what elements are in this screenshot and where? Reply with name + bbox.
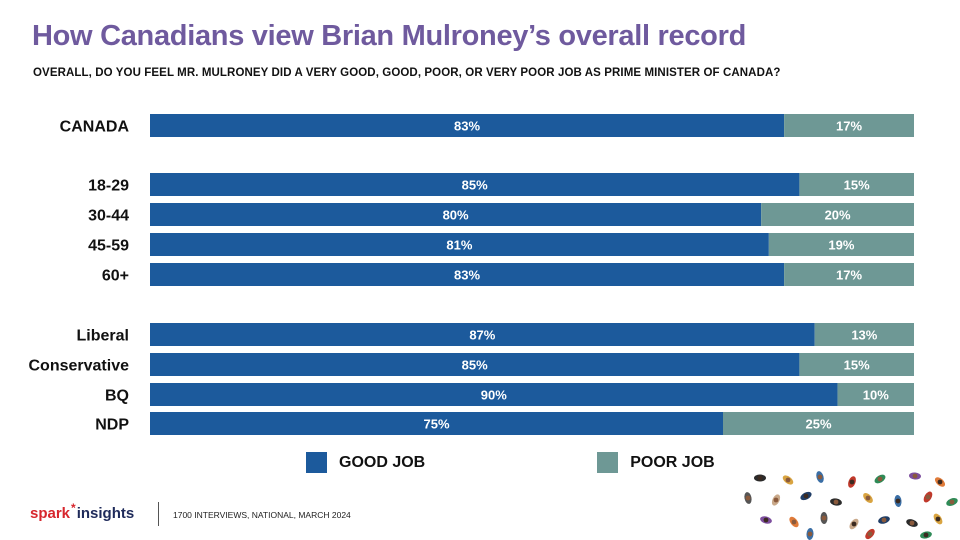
bar-data-label: 15%: [844, 178, 870, 193]
category-label: Conservative: [29, 358, 130, 375]
bar-data-label: 10%: [863, 388, 889, 403]
crowd-person-icon: [863, 493, 873, 503]
bar-data-label: 25%: [805, 417, 831, 432]
crowd-person-icon: [806, 528, 814, 540]
bar-poor-job: [723, 412, 914, 435]
crowd-person-icon: [946, 498, 958, 506]
crowd-person-icon: [848, 476, 856, 488]
bar-poor-job: [837, 383, 914, 406]
logo-star-icon: *: [71, 500, 76, 515]
bar-good-job: [150, 383, 838, 406]
methodology-note: 1700 INTERVIEWS, NATIONAL, MARCH 2024: [173, 510, 351, 520]
crowd-person-icon: [874, 474, 886, 484]
bar-poor-job: [784, 263, 914, 286]
bar-good-job: [150, 114, 785, 137]
category-label: NDP: [95, 417, 129, 434]
category-label: BQ: [105, 388, 129, 405]
bar-good-job: [150, 412, 723, 435]
crowd-person-icon: [920, 531, 932, 539]
crowd-person-icon: [894, 495, 902, 507]
chart-subtitle: OVERALL, DO YOU FEEL MR. MULRONEY DID A …: [33, 67, 781, 79]
bar-data-label: 20%: [825, 208, 851, 223]
chart-title: How Canadians view Brian Mulroney’s over…: [32, 20, 746, 52]
crowd-person-icon: [754, 474, 766, 482]
crowd-person-icon: [906, 519, 918, 527]
bar-data-label: 90%: [481, 388, 507, 403]
legend-item-good: GOOD JOB: [306, 452, 425, 473]
category-label: 18-29: [88, 178, 129, 195]
legend-label-good: GOOD JOB: [339, 453, 426, 471]
bar-poor-job: [784, 114, 914, 137]
bar-poor-job: [761, 203, 914, 226]
crowd-person-icon: [820, 512, 828, 524]
crowd-person-icon: [923, 491, 933, 503]
bar-good-job: [150, 203, 762, 226]
bar-data-label: 83%: [454, 119, 480, 134]
bar-data-label: 83%: [454, 268, 480, 283]
crowd-person-icon: [865, 528, 875, 540]
bar-data-label: 81%: [446, 238, 472, 253]
bar-good-job: [150, 323, 815, 346]
category-label: Liberal: [77, 328, 129, 345]
logo-text-insights: insights: [76, 505, 135, 522]
bar-data-label: 87%: [469, 328, 495, 343]
bar-good-job: [150, 173, 800, 196]
category-label: 45-59: [88, 238, 129, 255]
crowd-person-icon: [782, 475, 794, 485]
crowd-person-icon: [830, 498, 842, 506]
bar-poor-job: [799, 173, 914, 196]
bar-data-label: 80%: [443, 208, 469, 223]
bar-poor-job: [768, 233, 914, 256]
bar-good-job: [150, 353, 800, 376]
crowd-person-icon: [933, 513, 943, 525]
bar-data-label: 75%: [423, 417, 449, 432]
bar-data-label: 15%: [844, 358, 870, 373]
bar-data-label: 17%: [836, 119, 862, 134]
legend-label-poor: POOR JOB: [630, 453, 715, 471]
logo-text-spark: spark: [30, 505, 71, 522]
bar-data-label: 85%: [462, 358, 488, 373]
crowd-illustration: [744, 471, 958, 540]
crowd-person-icon: [934, 477, 946, 487]
category-label: CANADA: [60, 119, 130, 136]
stacked-bar-chart: CANADA 83% 17% 18-29 85% 15% 30-44 80% 20% 45-59 8…: [29, 114, 914, 435]
legend-item-poor: POOR JOB: [597, 452, 715, 473]
bar-data-label: 17%: [836, 268, 862, 283]
bar-poor-job: [814, 323, 914, 346]
crowd-person-icon: [878, 516, 890, 524]
spark-insights-logo: spark * insights: [30, 501, 135, 523]
crowd-person-icon: [800, 491, 812, 501]
crowd-person-icon: [849, 518, 859, 530]
bar-data-label: 19%: [828, 238, 854, 253]
footer-divider: [158, 502, 159, 526]
bar-good-job: [150, 233, 769, 256]
category-label: 60+: [102, 268, 129, 285]
legend: GOOD JOB POOR JOB: [306, 452, 887, 473]
crowd-person-icon: [760, 516, 772, 524]
category-label: 30-44: [88, 208, 129, 225]
crowd-person-icon: [909, 472, 921, 480]
bar-data-label: 85%: [462, 178, 488, 193]
crowd-person-icon: [789, 516, 799, 528]
legend-swatch-poor: [597, 452, 619, 473]
crowd-person-icon: [744, 492, 752, 504]
bar-good-job: [150, 263, 785, 286]
crowd-person-icon: [816, 471, 824, 483]
bar-poor-job: [799, 353, 914, 376]
crowd-person-icon: [771, 494, 781, 506]
legend-swatch-good: [306, 452, 327, 473]
bar-data-label: 13%: [851, 328, 877, 343]
